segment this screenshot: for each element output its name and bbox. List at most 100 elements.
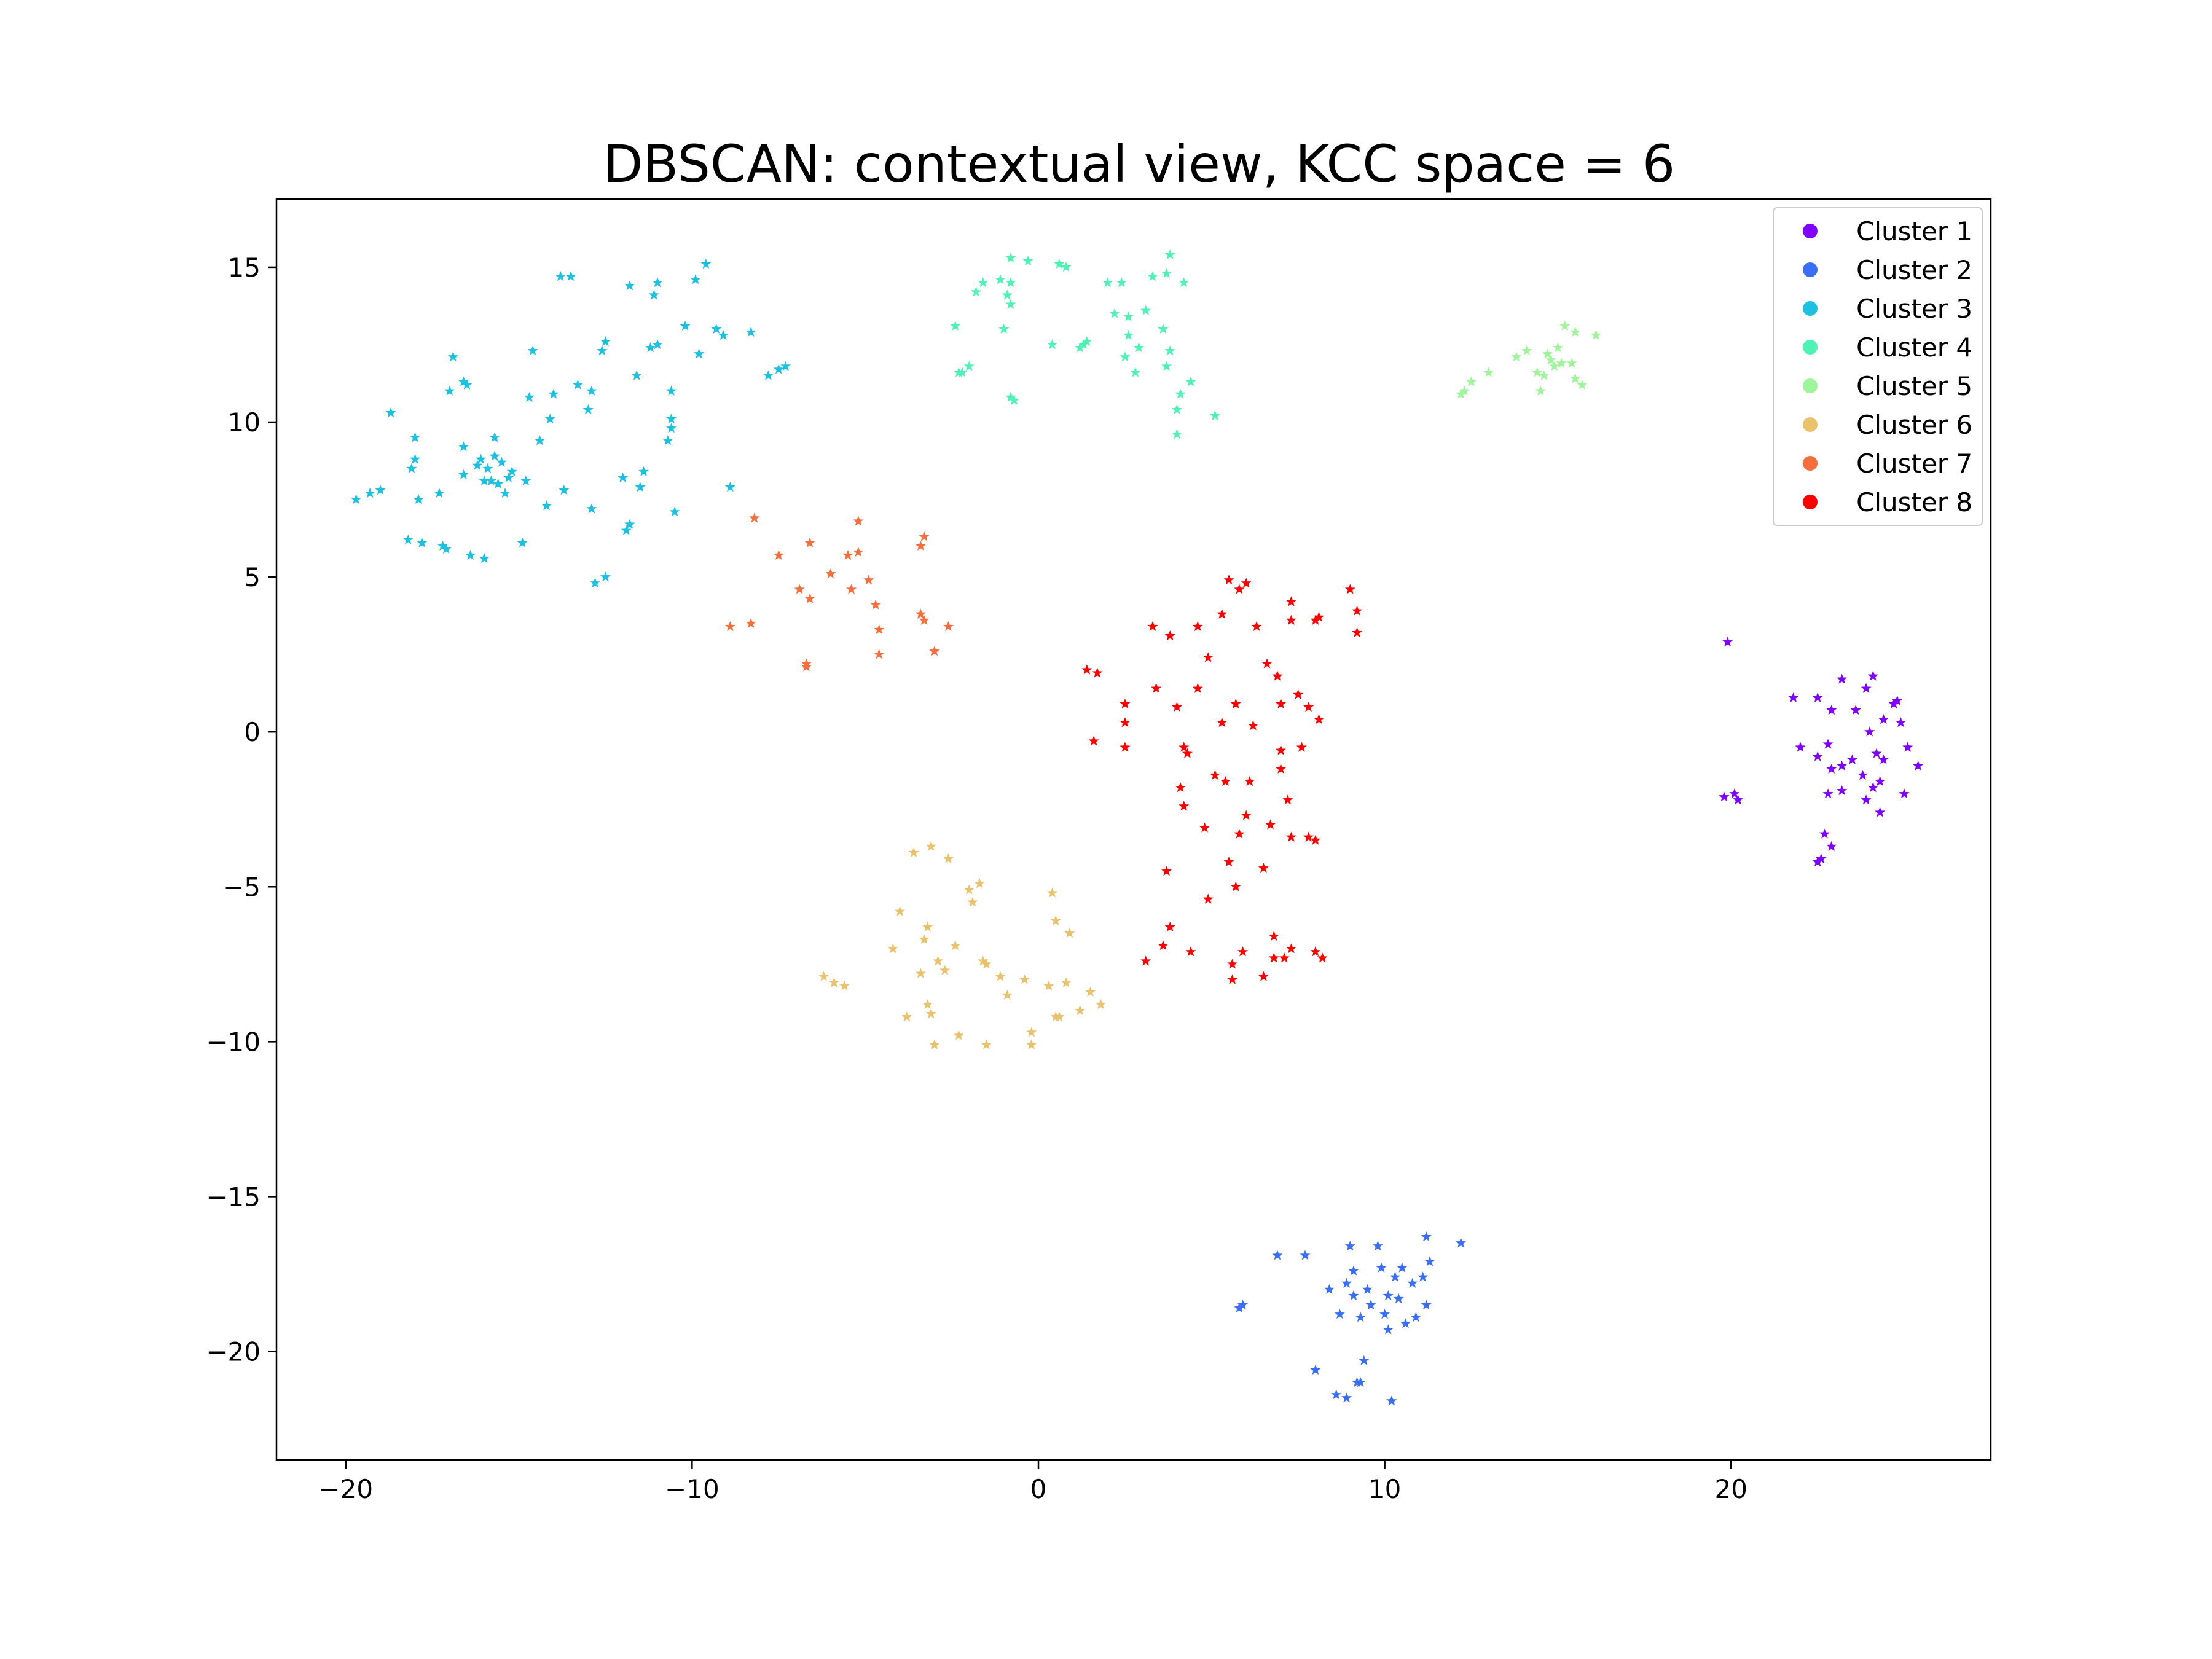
data-point — [1081, 335, 1092, 347]
series-cluster-7 — [724, 512, 954, 672]
data-point — [1147, 621, 1158, 631]
legend-item-cluster-3: Cluster 3 — [1803, 294, 1972, 324]
data-point — [1549, 361, 1560, 371]
data-point — [1418, 1271, 1429, 1282]
legend-marker — [1803, 495, 1818, 509]
data-point — [1521, 345, 1532, 356]
data-point — [1317, 952, 1328, 963]
data-point — [1861, 683, 1872, 693]
data-point — [1268, 930, 1279, 941]
data-point — [590, 578, 601, 588]
data-point — [1164, 249, 1175, 259]
data-point — [1483, 367, 1494, 377]
data-point — [1812, 751, 1823, 761]
x-tick-label: 0 — [1030, 1474, 1047, 1504]
data-point — [1276, 745, 1287, 755]
data-point — [1352, 627, 1363, 638]
data-point — [846, 584, 857, 594]
data-point — [842, 549, 853, 560]
data-point — [953, 1030, 964, 1040]
legend-marker — [1803, 262, 1818, 277]
data-point — [1310, 946, 1321, 957]
data-point — [1421, 1299, 1432, 1310]
data-point — [1282, 794, 1293, 805]
data-point — [967, 896, 978, 907]
data-point — [1719, 791, 1730, 802]
series-cluster-6 — [818, 841, 1106, 1049]
y-axis: −20 −15 −10 −5 0 5 10 15 — [206, 253, 276, 1367]
data-point — [971, 286, 982, 297]
data-point — [1733, 794, 1744, 805]
data-point — [1061, 261, 1072, 272]
data-point — [1123, 329, 1134, 340]
data-point — [1164, 630, 1175, 641]
data-point — [1185, 376, 1196, 386]
data-point — [1241, 578, 1252, 588]
data-point — [1466, 376, 1477, 386]
data-point — [1552, 342, 1563, 353]
y-tick-label: −10 — [206, 1027, 261, 1057]
legend-marker — [1803, 417, 1818, 432]
data-point — [978, 955, 989, 966]
legend-label: Cluster 7 — [1856, 449, 1972, 479]
data-point — [527, 345, 538, 356]
data-point — [1324, 1284, 1335, 1294]
data-point — [1456, 1237, 1467, 1248]
data-point — [773, 549, 784, 560]
data-point — [1088, 735, 1099, 746]
data-point — [461, 379, 473, 390]
data-point — [482, 463, 493, 473]
data-point — [1826, 704, 1837, 715]
data-point — [1532, 367, 1543, 377]
data-point — [1511, 351, 1522, 362]
data-point — [1133, 342, 1144, 353]
data-point — [1871, 748, 1882, 758]
data-point — [1729, 788, 1740, 799]
series-cluster-5 — [1456, 320, 1601, 399]
data-point — [1120, 351, 1131, 362]
data-point — [1816, 853, 1827, 864]
data-point — [1179, 742, 1190, 752]
y-tick-label: −5 — [222, 872, 261, 902]
data-point — [555, 271, 566, 281]
data-point — [801, 658, 812, 669]
data-point — [1397, 1262, 1408, 1273]
data-point — [998, 323, 1010, 334]
data-point — [586, 503, 597, 514]
data-point — [1120, 717, 1131, 728]
data-point — [1410, 1312, 1421, 1322]
data-point — [887, 943, 898, 954]
data-point — [572, 379, 583, 390]
legend-item-cluster-8: Cluster 8 — [1803, 487, 1972, 517]
data-point — [1109, 308, 1120, 318]
data-point — [1230, 698, 1241, 709]
data-point — [666, 385, 677, 396]
data-point — [506, 466, 517, 476]
data-point — [950, 320, 961, 331]
y-tick-label: 0 — [244, 717, 261, 747]
data-point — [1230, 881, 1241, 892]
data-point — [1158, 323, 1169, 334]
data-point — [1047, 887, 1058, 898]
data-point — [1202, 652, 1214, 662]
data-point — [476, 453, 487, 464]
data-point — [1556, 358, 1567, 368]
data-point — [804, 537, 815, 547]
data-point — [1875, 775, 1886, 786]
data-point — [1120, 742, 1131, 752]
data-point — [957, 367, 968, 377]
data-point — [1341, 1392, 1352, 1403]
data-point — [1822, 739, 1834, 749]
data-point — [1359, 1355, 1370, 1365]
data-point — [1147, 271, 1158, 281]
data-point — [1355, 1312, 1366, 1322]
data-point — [1310, 614, 1321, 625]
data-point — [1424, 1256, 1435, 1266]
data-point — [1878, 754, 1889, 764]
data-point — [485, 475, 496, 486]
data-point — [963, 884, 975, 895]
data-point — [1341, 1277, 1352, 1288]
data-point — [586, 385, 597, 396]
data-point — [1247, 720, 1258, 731]
data-point — [1192, 621, 1203, 631]
